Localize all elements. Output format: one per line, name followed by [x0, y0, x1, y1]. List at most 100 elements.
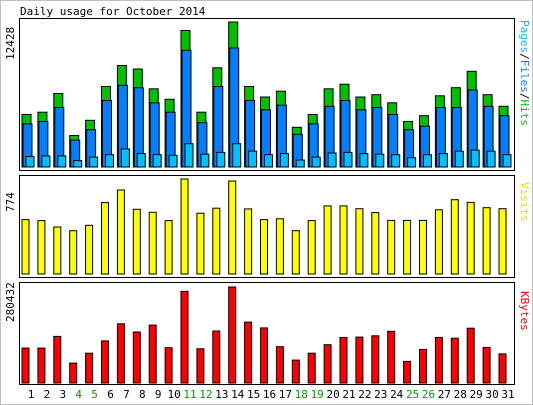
- pages-bar: [470, 149, 480, 168]
- kbytes-bar: [275, 346, 284, 384]
- hits-ymax-label: 12428: [4, 27, 17, 60]
- pages-bar: [438, 153, 448, 168]
- visits-bar: [260, 219, 268, 275]
- kbytes-bar: [85, 352, 94, 384]
- pages-bar: [264, 154, 273, 168]
- kbytes-ymax-label: 280432: [4, 282, 17, 322]
- kbytes-bar: [53, 335, 62, 384]
- pages-bar: [407, 157, 417, 168]
- pages-bar: [454, 150, 464, 168]
- visits-ymax-label: 774: [4, 192, 17, 212]
- kbytes-bar: [164, 347, 173, 384]
- pages-bar: [57, 155, 67, 168]
- kbytes-bar: [466, 327, 475, 384]
- day-label: 1: [28, 388, 35, 401]
- visits-bars: [21, 178, 507, 275]
- day-label: 23: [374, 388, 387, 401]
- day-labels: 1 2 3 4 5 6 7 8 9 10 11 12 13 14 15 16 17 18 19 20 21 22 23 24 2…: [28, 388, 515, 401]
- pages-bar: [359, 153, 369, 168]
- visits-bar: [101, 202, 109, 275]
- day-label: 15: [247, 388, 260, 401]
- kbytes-bar: [371, 335, 380, 384]
- pages-bar: [311, 156, 321, 168]
- day-label: 24: [390, 388, 404, 401]
- visits-bar: [466, 201, 475, 275]
- pages-bar: [343, 151, 353, 168]
- hits-files-pages-bars: [21, 21, 512, 168]
- day-label: 31: [501, 388, 514, 401]
- kbytes-bar: [419, 349, 427, 384]
- visits-bar: [450, 199, 459, 275]
- day-label: 17: [279, 388, 292, 401]
- day-label: 25: [406, 388, 419, 401]
- pages-bar: [168, 154, 178, 168]
- pages-bar: [73, 160, 83, 168]
- legend-pages: Pages: [518, 20, 531, 53]
- day-label: 6: [107, 388, 114, 401]
- legend-sep-2: /: [518, 93, 531, 100]
- kbytes-bar: [323, 344, 332, 384]
- kbytes-bar: [482, 346, 491, 384]
- kbytes-bar: [180, 290, 189, 384]
- visits-bar: [355, 208, 364, 275]
- visits-legend-label: Visits: [518, 182, 531, 222]
- day-label: 30: [485, 388, 498, 401]
- pages-bar: [25, 156, 35, 168]
- day-label: 7: [123, 388, 130, 401]
- pages-bar: [105, 154, 114, 168]
- pages-bar: [200, 153, 210, 168]
- pages-bar: [295, 159, 305, 168]
- kbytes-legend-label: KBytes: [518, 291, 531, 331]
- day-label: 28: [454, 388, 467, 401]
- visits-bar: [244, 208, 253, 275]
- kbytes-bar: [498, 353, 507, 384]
- visits-bar: [498, 208, 507, 275]
- visits-bar: [482, 207, 491, 275]
- day-label: 14: [231, 388, 245, 401]
- day-label: 29: [470, 388, 483, 401]
- pages-bar: [184, 143, 194, 168]
- visits-bar: [339, 205, 348, 275]
- day-label: 27: [438, 388, 451, 401]
- visits-bar: [275, 218, 284, 275]
- kbytes-bar: [228, 286, 237, 384]
- kbytes-bar: [116, 323, 125, 384]
- kbytes-bar: [37, 347, 46, 384]
- visits-bar: [132, 208, 141, 275]
- pages-bar: [89, 156, 99, 168]
- legend-files: Files: [518, 60, 531, 93]
- kbytes-bar: [244, 321, 253, 384]
- kbytes-bars: [21, 286, 507, 384]
- pages-bar: [152, 154, 162, 168]
- visits-bar: [116, 189, 125, 275]
- pages-bar: [248, 150, 258, 168]
- kbytes-bar: [69, 362, 78, 384]
- visits-bar: [85, 224, 94, 275]
- visits-bar: [228, 180, 237, 275]
- pages-bar: [41, 155, 51, 168]
- visits-bar: [403, 219, 412, 275]
- kbytes-bar: [132, 331, 141, 384]
- visits-bar: [196, 212, 205, 275]
- pages-bar: [486, 150, 496, 168]
- visits-bar: [164, 220, 173, 275]
- kbytes-bar: [339, 337, 348, 384]
- visits-bar: [419, 219, 427, 275]
- day-label: 2: [44, 388, 51, 401]
- kbytes-bar: [307, 352, 316, 384]
- day-label: 3: [59, 388, 66, 401]
- pages-bar: [136, 153, 146, 168]
- kbytes-bar: [355, 336, 364, 384]
- legend-sep-1: /: [518, 53, 531, 60]
- pages-bar: [120, 148, 130, 168]
- visits-bar: [37, 220, 46, 275]
- visits-bar: [323, 205, 332, 275]
- visits-bar: [434, 209, 443, 275]
- day-label: 13: [215, 388, 228, 401]
- legend-hits: Hits: [518, 100, 531, 127]
- day-label: 10: [167, 388, 180, 401]
- pages-bar: [216, 151, 226, 168]
- pages-bar: [232, 143, 242, 168]
- kbytes-bar: [101, 340, 109, 384]
